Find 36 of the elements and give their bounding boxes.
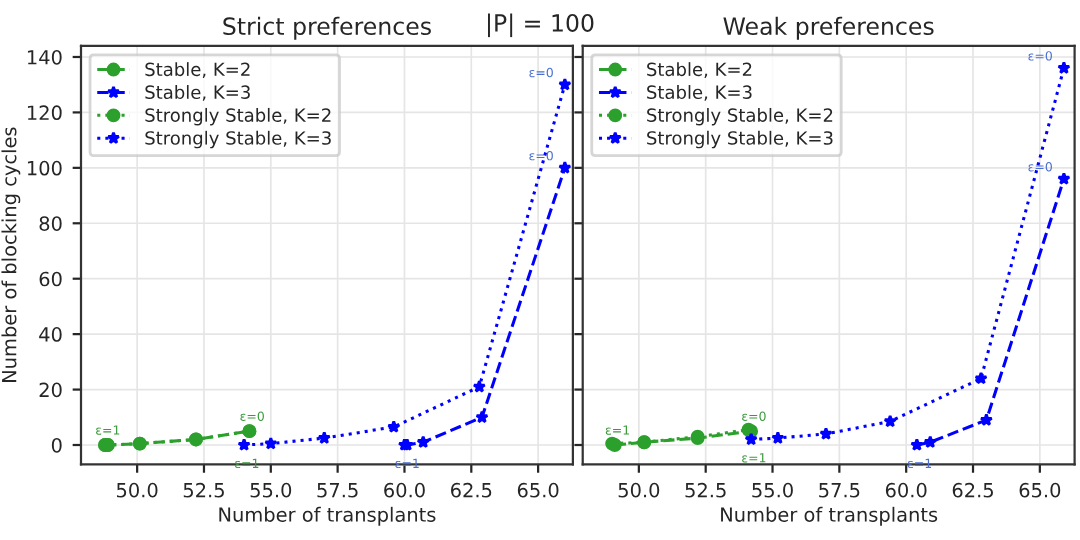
x-axis-title: Number of transplants bbox=[721, 506, 938, 526]
y-tick-label: 100 bbox=[27, 160, 62, 176]
y-tick-label: 20 bbox=[39, 382, 62, 398]
chart-title: Strict preferences bbox=[223, 16, 431, 40]
x-tick-label: 62.5 bbox=[952, 482, 993, 498]
x-tick-label: 55.0 bbox=[250, 482, 292, 498]
x-tick-label: 57.5 bbox=[819, 483, 860, 498]
x-tick-label: 55.0 bbox=[752, 482, 793, 498]
x-tick-label: 50.0 bbox=[618, 482, 660, 498]
legend-label: Stable, K=2 bbox=[647, 62, 752, 78]
legend-label: Strongly Stable, K=3 bbox=[145, 130, 331, 149]
y-tick-label: 140 bbox=[27, 49, 62, 65]
x-tick-label: 60.0 bbox=[384, 482, 425, 498]
x-tick-label: 52.5 bbox=[183, 482, 224, 498]
x-tick-label: 65.0 bbox=[1019, 482, 1061, 498]
y-axis-title: Number of blocking cycles bbox=[1, 127, 21, 382]
legend-label: Strongly Stable, K=2 bbox=[145, 107, 331, 126]
y-tick-label: 0 bbox=[51, 437, 62, 453]
legend-label: Stable, K=3 bbox=[145, 85, 250, 101]
legend-label: Stable, K=3 bbox=[647, 85, 752, 101]
chart-title: Weak preferences bbox=[723, 16, 934, 40]
x-axis-title: Number of transplants bbox=[219, 506, 436, 526]
y-tick-label: 120 bbox=[27, 105, 62, 121]
x-tick-label: 60.0 bbox=[885, 482, 927, 498]
x-tick-label: 65.0 bbox=[517, 482, 559, 498]
text: |P| = 100 bbox=[488, 13, 594, 38]
legend-label: Stable, K=2 bbox=[145, 62, 250, 78]
y-tick-label: 60 bbox=[39, 271, 62, 287]
y-tick-label: 80 bbox=[39, 216, 62, 231]
y-tick-label: 40 bbox=[39, 327, 62, 342]
legend-label: Strongly Stable, K=3 bbox=[647, 130, 833, 149]
x-tick-label: 50.0 bbox=[116, 482, 158, 498]
x-tick-label: 52.5 bbox=[685, 482, 726, 498]
x-tick-label: 57.5 bbox=[317, 483, 358, 498]
x-tick-label: 62.5 bbox=[451, 482, 492, 498]
legend-label: Strongly Stable, K=2 bbox=[647, 107, 833, 126]
